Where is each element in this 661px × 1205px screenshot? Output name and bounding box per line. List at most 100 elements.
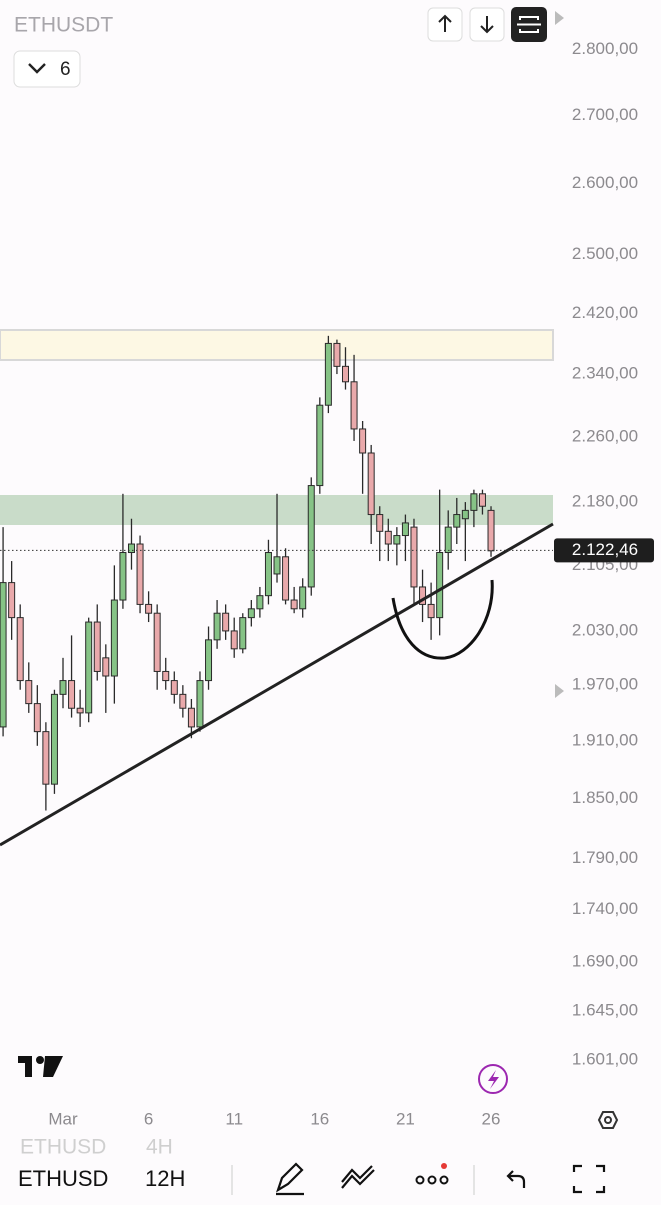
more-icon-dot[interactable] [415, 1175, 425, 1185]
candle-body [187, 707, 195, 728]
drawn-arc [391, 579, 494, 660]
settings-icon-center [604, 1116, 612, 1124]
candle-body [461, 509, 469, 520]
candle-body [162, 670, 170, 682]
trend-line [0, 522, 554, 847]
x-tick-label: 21 [396, 1109, 415, 1128]
y-tick-label: 1.970,00 [572, 675, 638, 694]
candle-body [76, 707, 84, 714]
candle-body [384, 530, 392, 545]
y-tick-label: 2.260,00 [572, 426, 638, 445]
candle-body [170, 680, 178, 695]
candle-body [59, 680, 67, 695]
candle-body [341, 365, 349, 383]
candle-body [367, 452, 375, 516]
candle-body [427, 603, 435, 619]
candle-body [16, 617, 24, 682]
candle-body [487, 509, 495, 552]
x-tick-label: 6 [144, 1109, 153, 1128]
candle-body [299, 586, 307, 610]
candle-body [205, 639, 213, 682]
candle-body [136, 543, 144, 605]
x-tick-label: 16 [310, 1109, 329, 1128]
candle-body [478, 493, 486, 507]
ghost-symbol: ETHUSD [20, 1136, 106, 1159]
fullscreen-icon [517, 16, 541, 33]
candle-body [102, 657, 110, 677]
candle-body [307, 485, 315, 588]
scroll-right-icon[interactable] [555, 11, 564, 25]
candle-body [401, 522, 409, 537]
notification-dot [441, 1163, 447, 1169]
draw-tool-icon[interactable] [276, 1162, 304, 1196]
candle-body [93, 621, 101, 672]
candle-body [376, 514, 384, 532]
chevron-icon [28, 63, 46, 74]
candle-body [316, 404, 324, 487]
candle-body [153, 612, 161, 672]
candle-body [0, 582, 7, 728]
candle-body [470, 493, 478, 511]
candle-body [256, 595, 264, 610]
tradingview-logo [18, 1056, 63, 1077]
candle-body [110, 599, 118, 677]
y-tick-label: 1.740,00 [572, 899, 638, 918]
y-tick-label: 2.700,00 [572, 105, 638, 124]
candle-body [324, 342, 332, 406]
y-tick-label: 2.420,00 [572, 303, 638, 322]
x-tick-label: Mar [48, 1109, 78, 1128]
down-arrow-icon [480, 16, 494, 34]
candle-body [282, 556, 290, 601]
candle-body [8, 582, 16, 619]
y-tick-label: 2.600,00 [572, 173, 638, 192]
interval-button[interactable] [13, 50, 81, 88]
last-price-label: 2.122,46 [572, 540, 638, 559]
alert-button[interactable] [478, 1064, 508, 1094]
y-tick-label: 2.800,00 [572, 39, 638, 58]
candle-body [333, 342, 341, 367]
bottom-symbol[interactable]: ETHUSD [18, 1166, 108, 1191]
expand-icon[interactable] [572, 1164, 606, 1194]
y-tick-label: 1.601,00 [572, 1050, 638, 1069]
candle-body [453, 514, 461, 528]
lightning-icon [488, 1070, 499, 1089]
bottom-interval[interactable]: 12H [145, 1166, 185, 1191]
candle-body [213, 612, 221, 641]
settings-icon[interactable] [597, 1111, 619, 1129]
candle-body [119, 552, 127, 601]
candle-body [264, 552, 272, 597]
candle-body [410, 526, 418, 588]
y-tick-label: 2.030,00 [572, 620, 638, 639]
y-tick-label: 1.910,00 [572, 731, 638, 750]
candle-body [393, 535, 401, 545]
candle-body [50, 693, 58, 785]
candle-body [419, 586, 427, 605]
y-tick-label: 1.850,00 [572, 788, 638, 807]
undo-icon[interactable] [506, 1170, 526, 1188]
scroll-marker-icon [555, 684, 564, 698]
candle-body [85, 621, 93, 714]
indicators-icon[interactable] [341, 1165, 375, 1189]
candle-body [196, 680, 204, 728]
more-icon-dot[interactable] [427, 1175, 437, 1185]
y-tick-label: 1.645,00 [572, 1001, 638, 1020]
candle-body [127, 543, 135, 554]
candle-body [273, 556, 281, 575]
more-icon-dot[interactable] [439, 1175, 449, 1185]
candle-body [145, 603, 153, 614]
candle-body [436, 552, 444, 619]
x-tick-label: 26 [482, 1109, 501, 1128]
up-arrow-icon [438, 14, 452, 32]
candle-body [42, 731, 50, 785]
candle-body [290, 599, 298, 610]
plot-area [0, 329, 554, 811]
interval-button-label: 6 [60, 59, 71, 80]
y-tick-label: 2.180,00 [572, 492, 638, 511]
candle-body [33, 703, 41, 733]
x-tick-label: 11 [225, 1109, 243, 1128]
symbol-title: ETHUSDT [14, 14, 113, 37]
candle-body [239, 617, 247, 650]
resistance-zone [0, 329, 554, 361]
